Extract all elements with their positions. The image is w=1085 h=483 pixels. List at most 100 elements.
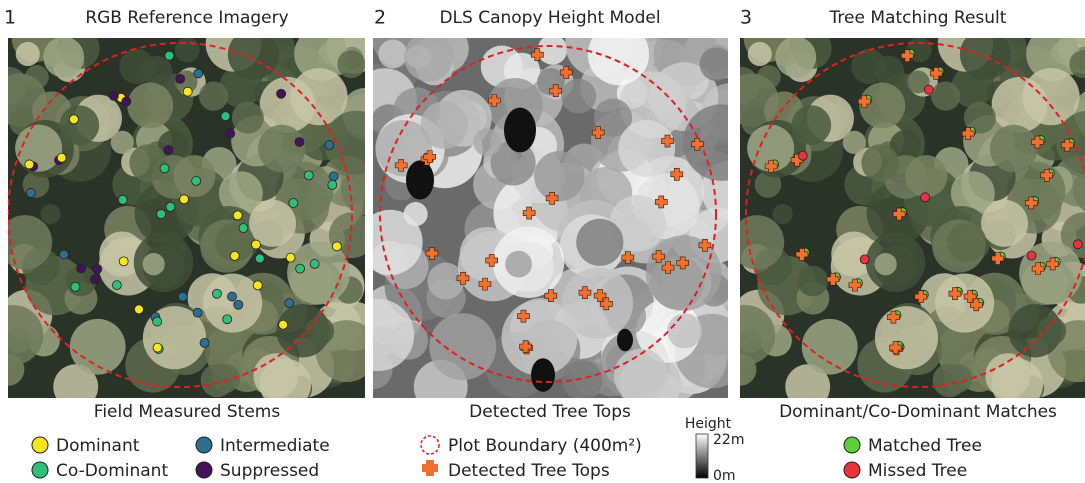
tree-crown: [748, 42, 772, 66]
stem: [59, 250, 68, 259]
stem: [112, 281, 121, 290]
tree-crown: [874, 253, 896, 275]
colorbar-title: Height: [685, 416, 732, 432]
tree-crown: [851, 49, 886, 84]
stem: [183, 87, 192, 96]
rgb-image: [0, 15, 391, 410]
stem: [255, 254, 264, 263]
panel-title: Tree Matching Result: [829, 8, 1007, 28]
tree-crown: [1019, 242, 1082, 305]
stem: [192, 176, 201, 185]
stem: [153, 343, 162, 352]
tree-crown: [228, 29, 279, 80]
legend-label: Suppressed: [220, 461, 319, 481]
panel-title: RGB Reference Imagery: [85, 8, 288, 28]
stem: [180, 195, 189, 204]
tree-crown: [175, 37, 200, 62]
stem: [157, 210, 166, 219]
match: [1073, 240, 1082, 249]
stem: [277, 89, 286, 98]
match: [921, 193, 930, 202]
stem: [69, 115, 78, 124]
stem: [165, 51, 174, 60]
stem: [310, 259, 319, 268]
stem: [239, 224, 248, 233]
tree-crown: [258, 125, 305, 172]
chm-image: [342, 10, 761, 415]
panel-number: 3: [740, 7, 752, 29]
stem: [325, 141, 334, 150]
tree-crown: [791, 105, 831, 145]
tree-crown: [232, 102, 264, 134]
height-blob: [561, 79, 596, 114]
stem: [212, 289, 221, 298]
figure: 1 RGB Reference Imagery 2 DLS Canopy Hei…: [0, 0, 1085, 483]
stem: [194, 69, 203, 78]
legend-label: Matched Tree: [868, 436, 982, 456]
tree-crown: [985, 353, 1030, 398]
tree-crown: [129, 144, 167, 182]
match: [924, 85, 933, 94]
stem: [286, 253, 295, 262]
stem: [295, 138, 304, 147]
tree-crown: [730, 215, 784, 269]
height-blob: [505, 251, 532, 278]
tree-crown: [15, 125, 62, 172]
tree-crown: [127, 83, 173, 129]
match: [798, 151, 807, 160]
legend-icon: [196, 437, 212, 453]
height-blob: [473, 128, 501, 156]
tree-crown: [990, 125, 1037, 172]
stem: [304, 171, 313, 180]
match: [860, 255, 869, 264]
height-blob: [588, 24, 649, 85]
colorbar-label: 22m: [713, 432, 744, 448]
height-blob: [378, 40, 407, 69]
gap: [531, 358, 555, 392]
tree-crown: [337, 50, 365, 78]
height-blob: [534, 151, 584, 201]
tree-crown: [773, 204, 793, 224]
tree-crown: [775, 37, 816, 78]
panel-caption: Dominant/Co-Dominant Matches: [779, 402, 1057, 422]
panel-caption: Field Measured Stems: [94, 402, 281, 422]
tree-crown: [59, 105, 99, 145]
tree-crown: [0, 215, 52, 269]
legend-label: Intermediate: [220, 436, 330, 456]
stem: [26, 188, 35, 197]
tree-crown: [875, 306, 938, 369]
stem: [253, 281, 262, 290]
tree-crown: [41, 204, 61, 224]
height-blob: [537, 35, 567, 65]
height-blob: [618, 120, 675, 177]
legend-icon: [844, 462, 860, 478]
tree-crown: [16, 42, 40, 66]
stem: [200, 338, 209, 347]
tree-crown: [843, 131, 866, 154]
tree-crown: [981, 200, 1028, 247]
stem: [178, 292, 187, 301]
height-blob: [357, 210, 422, 275]
stem: [93, 265, 102, 274]
tree-crown: [933, 364, 966, 397]
stem: [90, 275, 99, 284]
legend-label: Detected Tree Tops: [448, 461, 610, 481]
legend-icon: [844, 437, 860, 453]
tree-crown: [111, 131, 134, 154]
legend-label: Missed Tree: [868, 461, 967, 481]
stem: [77, 264, 86, 273]
legend-icon: [32, 437, 48, 453]
panel-caption: Detected Tree Tops: [469, 402, 631, 422]
tree-crown: [797, 266, 828, 297]
tree-crown: [802, 319, 858, 375]
tree-crown: [253, 353, 298, 398]
legend-icon: [32, 462, 48, 478]
stem: [223, 315, 232, 324]
tree-crown: [199, 82, 228, 111]
stem: [176, 74, 185, 83]
height-blob: [614, 349, 668, 403]
gap: [504, 108, 536, 153]
stem: [193, 308, 202, 317]
stem: [332, 242, 341, 251]
tree-crown: [905, 155, 947, 197]
